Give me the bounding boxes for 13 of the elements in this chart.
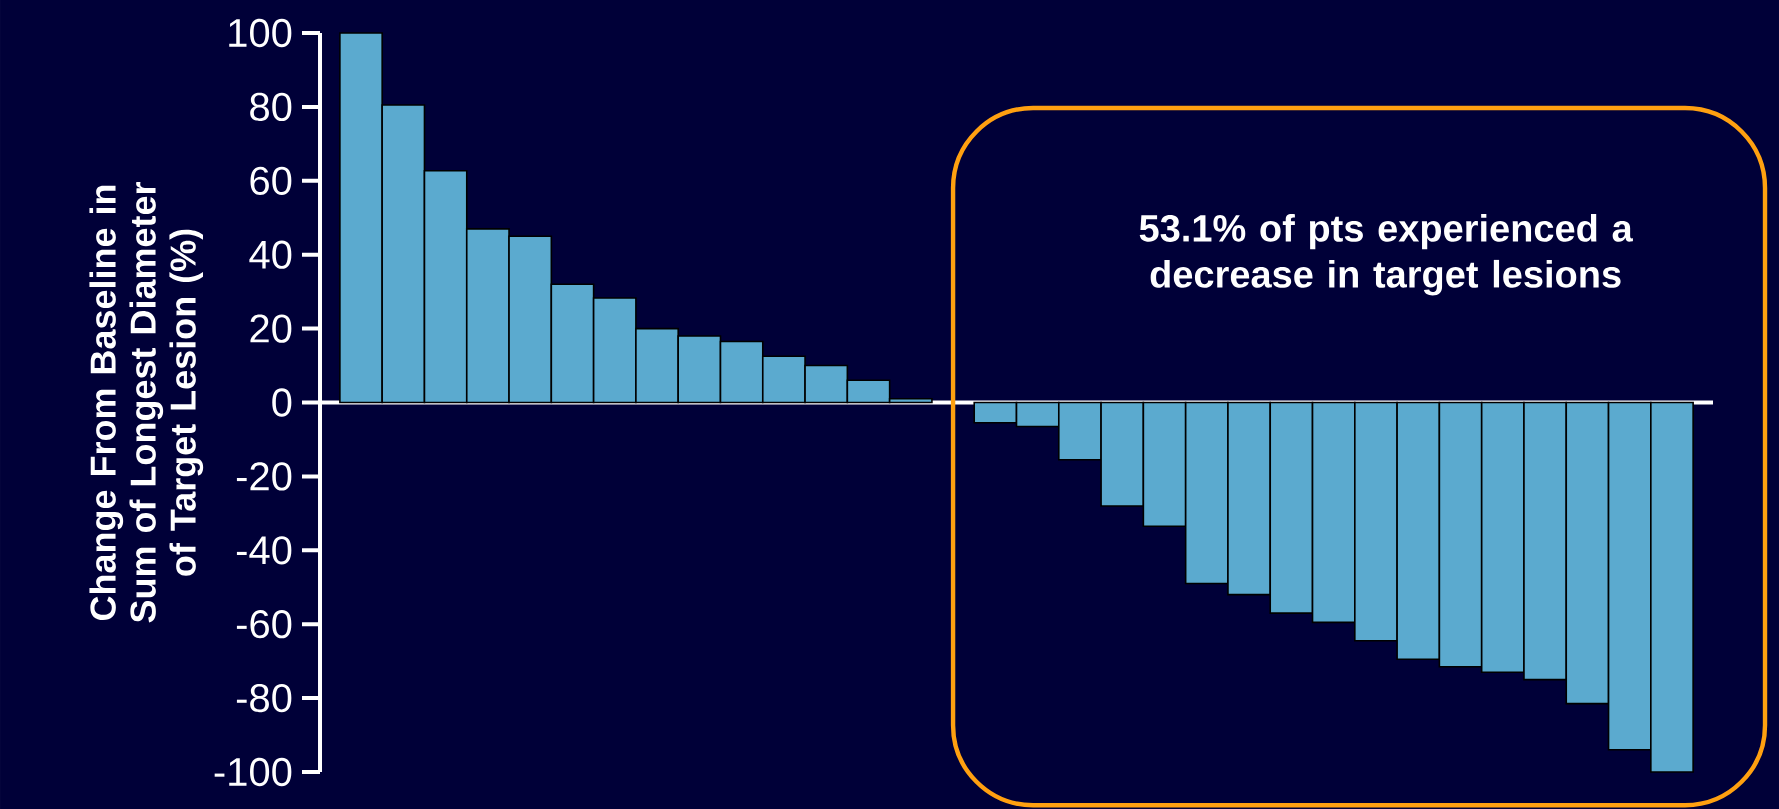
annotation: 53.1% of pts experienced a decrease in target lesions (1139, 213, 1633, 296)
y-tick-label: -60 (236, 610, 292, 639)
y-tick-label: 100 (229, 18, 292, 48)
y-tick-label: 40 (249, 240, 292, 269)
y-tick-label: -100 (214, 757, 292, 787)
y-tick-label: 20 (250, 314, 292, 343)
y-tick-label: -40 (236, 536, 292, 565)
y-tick-label: 0 (272, 388, 292, 417)
y-tick-label: 60 (250, 166, 292, 195)
y-tick-label: -20 (236, 462, 292, 491)
y-tick-label: -80 (236, 683, 292, 713)
y-tick-label: 80 (250, 92, 292, 122)
y-axis-title: Change From Baseline in Sum of Longest Diameter of Target Lesion (%) (89, 182, 204, 623)
